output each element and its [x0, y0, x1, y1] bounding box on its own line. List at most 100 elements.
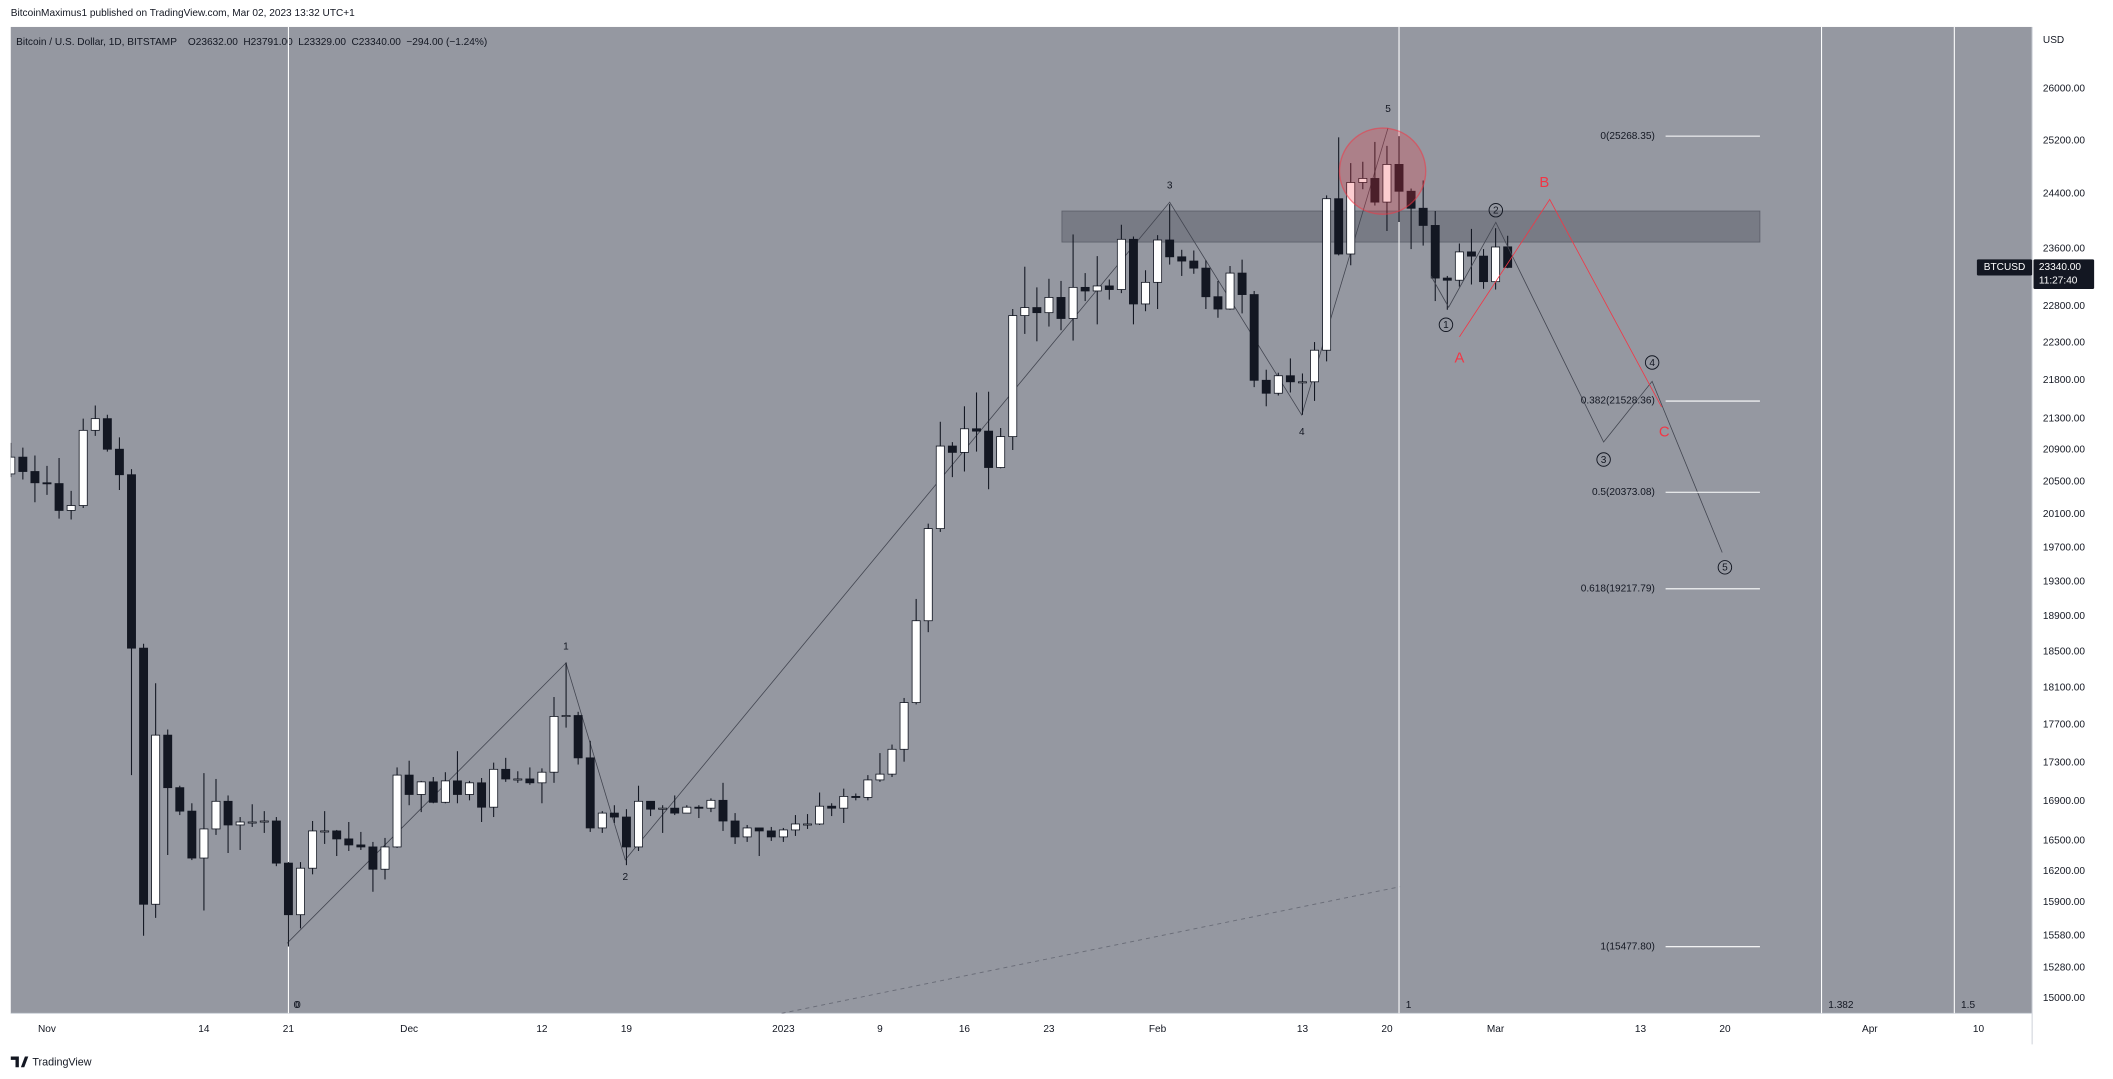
- candle-body: [151, 734, 161, 905]
- wave-label: 3: [1167, 181, 1173, 192]
- drawings-over: 0 1 2 3 4 5 1 2 3 4 5 A B C 0 1 1.382 1.50(…: [294, 104, 1976, 1011]
- y-tick-label: 15000.00: [2043, 993, 2085, 1004]
- correction-label: C: [1659, 424, 1670, 440]
- candle-body: [368, 846, 378, 870]
- x-tick-label: 13: [1297, 1024, 1309, 1035]
- candle-body: [223, 800, 233, 826]
- projection-label: 3: [1601, 455, 1607, 466]
- candle-body: [308, 830, 318, 869]
- wave-label: 5: [1385, 104, 1391, 115]
- candle-body: [621, 816, 631, 848]
- candle-body: [923, 528, 933, 622]
- candle-body: [1177, 256, 1187, 262]
- x-tick-label: Mar: [1487, 1024, 1505, 1035]
- candle-body: [1056, 297, 1066, 319]
- candle-body: [489, 768, 499, 808]
- candle-body: [1358, 178, 1368, 183]
- candle-body: [10, 456, 16, 475]
- x-tick-label: 19: [621, 1024, 633, 1035]
- y-tick-label: 20900.00: [2043, 445, 2085, 456]
- candle-body: [1382, 164, 1392, 203]
- candle-body: [320, 830, 330, 833]
- candle-body: [18, 456, 28, 472]
- y-tick-label: 18900.00: [2043, 611, 2085, 622]
- y-tick-label: 22300.00: [2043, 337, 2085, 348]
- candle-body: [863, 779, 873, 798]
- candle-body: [1237, 272, 1247, 295]
- projection-circle: [1644, 355, 1660, 370]
- candle-body: [54, 483, 64, 511]
- candle-body: [935, 445, 945, 530]
- candle-body: [1129, 238, 1138, 305]
- candle-body: [42, 482, 52, 485]
- fib-time-label: 0: [295, 1000, 301, 1011]
- candle-body: [428, 781, 438, 803]
- x-tick-label: 2023: [772, 1024, 795, 1035]
- top-highlight: [1338, 127, 1427, 215]
- projection-circle: [1717, 560, 1733, 575]
- candle-body: [1310, 349, 1319, 383]
- projection-label: 2: [1493, 206, 1499, 217]
- candle-body: [163, 734, 173, 789]
- legend-change: −294.00 (−1.24%): [406, 36, 487, 47]
- candle-body: [296, 867, 305, 916]
- projection-circle: [1438, 317, 1454, 332]
- legend-key: O: [188, 36, 196, 47]
- projection-label: 4: [1649, 358, 1655, 369]
- candle-body: [271, 820, 281, 864]
- x-tick-label: 12: [536, 1024, 548, 1035]
- candle-body: [959, 428, 969, 453]
- candle-body: [66, 505, 76, 511]
- candle-body: [1189, 260, 1199, 269]
- projection-circle: [1488, 203, 1504, 218]
- x-tick-label: Nov: [38, 1024, 57, 1035]
- candle-body: [778, 829, 788, 838]
- candle-body: [1249, 294, 1259, 381]
- y-tick-label: 16200.00: [2043, 866, 2085, 877]
- x-tick-label: 14: [198, 1024, 210, 1035]
- candle-body: [247, 821, 257, 824]
- candle-body: [1153, 239, 1163, 283]
- x-tick-label: 21: [283, 1024, 295, 1035]
- candle-body: [815, 805, 825, 825]
- candle-body: [1503, 246, 1513, 268]
- candle-body: [1104, 285, 1114, 290]
- candle-body: [1068, 286, 1078, 319]
- symbol-title: Bitcoin / U.S. Dollar, 1D, BITSTAMP: [16, 36, 177, 47]
- x-tick-label: 9: [877, 1024, 883, 1035]
- footer-brand: TradingView: [10, 1056, 92, 1068]
- candle-body: [392, 774, 402, 848]
- candle-body: [452, 780, 462, 795]
- candle-body: [1141, 281, 1150, 305]
- y-tick-label: 15900.00: [2043, 897, 2085, 908]
- candle-body: [718, 799, 728, 822]
- candle-body: [78, 429, 88, 506]
- candle-body: [1273, 375, 1283, 394]
- candle-body: [561, 715, 571, 717]
- candle-body: [1008, 315, 1018, 438]
- candle-body: [658, 807, 668, 810]
- trend-line: [781, 886, 1401, 1014]
- candle-body: [996, 436, 1006, 468]
- y-tick-label: 18500.00: [2043, 646, 2085, 657]
- y-tick-label: 16500.00: [2043, 836, 2085, 847]
- candle-body: [344, 838, 354, 846]
- candle-body: [1261, 379, 1271, 394]
- candle-body: [790, 823, 800, 831]
- candle-body: [537, 771, 547, 784]
- candle-body: [102, 418, 112, 450]
- x-tick-label: 13: [1635, 1024, 1647, 1035]
- candle-body: [114, 448, 124, 476]
- legend-key: L: [298, 36, 304, 47]
- fib-level-label: 0.618(19217.79): [1581, 583, 1655, 594]
- y-tick-label: 18100.00: [2043, 683, 2085, 694]
- wave-label: 2: [622, 872, 628, 883]
- candle-body: [609, 812, 619, 818]
- price-tag-symbol-box: [1976, 259, 2033, 276]
- candle-body: [1213, 296, 1223, 310]
- y-tick-label: 17700.00: [2043, 719, 2085, 730]
- candle-body: [1370, 178, 1380, 203]
- y-tick-label: 21300.00: [2043, 413, 2085, 424]
- candle-body: [1479, 255, 1488, 283]
